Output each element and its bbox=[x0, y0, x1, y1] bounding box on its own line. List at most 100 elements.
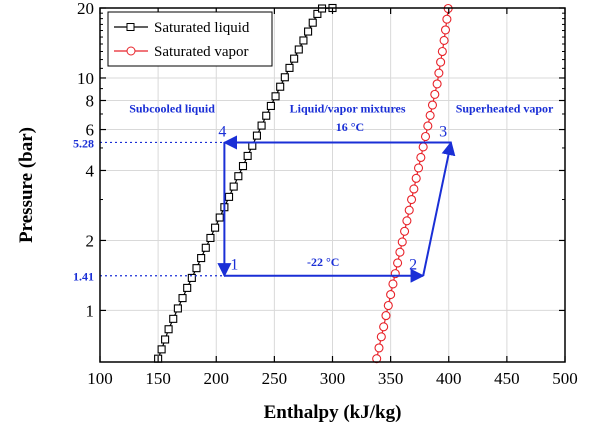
saturated-vapor-marker bbox=[439, 35, 449, 46]
saturated-vapor-marker bbox=[430, 89, 440, 99]
cycle-point-label: 4 bbox=[218, 123, 226, 140]
region-label: Superheated vapor bbox=[456, 102, 554, 116]
grid-lines bbox=[100, 8, 565, 362]
y-tick-label: 10 bbox=[77, 69, 94, 88]
saturated-vapor-marker bbox=[383, 300, 393, 311]
saturated-liquid-marker bbox=[157, 345, 166, 354]
legend-marker-square bbox=[126, 23, 135, 31]
x-tick-label: 200 bbox=[204, 369, 230, 388]
x-tick-label: 150 bbox=[145, 369, 171, 388]
saturated-liquid-marker bbox=[313, 9, 322, 18]
saturated-liquid-marker bbox=[234, 172, 243, 181]
region-label: Subcooled liquid bbox=[129, 102, 215, 116]
saturated-liquid-marker bbox=[266, 101, 275, 110]
saturated-vapor-marker bbox=[437, 46, 447, 57]
saturated-liquid-marker bbox=[243, 151, 252, 160]
saturated-vapor-marker bbox=[393, 258, 403, 268]
chart-annotations: Subcooled liquid Liquid/vapor mixtures Sup… bbox=[129, 102, 554, 116]
saturated-vapor-marker bbox=[427, 100, 438, 110]
saturated-vapor-marker bbox=[406, 194, 417, 205]
legend-marker-circle bbox=[126, 46, 136, 56]
x-tick-label: 250 bbox=[262, 369, 288, 388]
saturated-liquid-marker bbox=[183, 283, 192, 292]
saturated-vapor-marker bbox=[425, 110, 435, 120]
saturated-vapor-marker bbox=[411, 173, 421, 183]
saturated-vapor-marker bbox=[436, 57, 446, 67]
legend-label: Saturated liquid bbox=[154, 20, 250, 36]
temperature-label: -22 °C bbox=[307, 255, 339, 269]
saturated-vapor-marker bbox=[416, 152, 426, 163]
saturated-vapor-marker bbox=[432, 79, 442, 89]
x-tick-label: 350 bbox=[378, 369, 404, 388]
saturated-liquid-marker bbox=[229, 182, 238, 191]
saturated-liquid-marker bbox=[192, 264, 201, 273]
saturated-vapor-marker bbox=[381, 311, 391, 321]
cycle-point-label: 3 bbox=[439, 123, 447, 140]
saturated-liquid-marker bbox=[211, 223, 220, 232]
cycle-point-label: 1 bbox=[230, 257, 238, 274]
saturated-liquid-marker bbox=[161, 335, 170, 344]
y-axis-title: Pressure (bar) bbox=[16, 127, 37, 243]
saturated-liquid-marker bbox=[294, 45, 303, 54]
saturated-vapor-marker bbox=[404, 205, 414, 215]
y-tick-label: 2 bbox=[86, 231, 95, 250]
pressure-label: 5.28 bbox=[73, 136, 94, 150]
saturated-vapor-marker bbox=[418, 142, 428, 152]
y-tick-label: 6 bbox=[86, 121, 95, 140]
saturated-vapor-marker bbox=[409, 184, 419, 194]
legend-box bbox=[107, 11, 273, 67]
saturated-liquid-marker bbox=[280, 73, 289, 82]
y-tick-label: 20 bbox=[77, 0, 94, 18]
pressure-label: 1.41 bbox=[73, 270, 94, 284]
legend: Saturated liquid Saturated vapor bbox=[107, 11, 273, 67]
saturated-liquid-marker bbox=[290, 54, 299, 63]
saturated-vapor-marker bbox=[388, 279, 398, 289]
y-tick-label: 8 bbox=[86, 92, 95, 111]
saturated-vapor-marker bbox=[434, 68, 444, 78]
saturated-liquid-marker bbox=[257, 121, 266, 130]
saturated-liquid-marker bbox=[285, 63, 294, 72]
x-tick-label: 500 bbox=[552, 369, 578, 388]
refrigeration-cycle: 5.28 1.41 1 2 3 4 16 °C -22 °C bbox=[73, 120, 456, 284]
saturated-liquid-marker bbox=[178, 294, 187, 303]
legend-label: Saturated vapor bbox=[154, 44, 249, 60]
saturated-liquid-marker bbox=[173, 304, 182, 313]
saturated-vapor-marker bbox=[397, 237, 407, 247]
saturated-vapor-marker bbox=[395, 247, 405, 257]
x-tick-label: 300 bbox=[320, 369, 346, 388]
saturated-liquid-marker bbox=[308, 18, 317, 27]
saturated-vapor-marker bbox=[386, 290, 396, 300]
y-tick-label: 4 bbox=[86, 161, 95, 180]
saturated-liquid-marker bbox=[299, 36, 308, 45]
saturated-vapor-marker bbox=[423, 121, 433, 131]
y-tick-label: 1 bbox=[86, 301, 95, 320]
saturated-liquid-marker bbox=[201, 243, 210, 252]
saturated-liquid-marker bbox=[262, 111, 271, 120]
saturated-vapor-marker bbox=[442, 14, 452, 24]
x-tick-label: 450 bbox=[494, 369, 520, 388]
temperature-label: 16 °C bbox=[336, 120, 364, 134]
x-tick-label: 400 bbox=[436, 369, 462, 388]
saturated-vapor-marker bbox=[379, 322, 389, 332]
saturated-vapor-marker bbox=[400, 226, 410, 236]
saturated-liquid-marker bbox=[215, 213, 224, 222]
saturated-liquid-marker bbox=[276, 82, 285, 91]
saturated-liquid-marker bbox=[271, 92, 280, 101]
saturated-vapor-marker bbox=[402, 216, 412, 226]
saturated-liquid-marker bbox=[224, 192, 234, 201]
saturated-liquid-marker bbox=[169, 314, 178, 323]
saturated-liquid-marker bbox=[252, 131, 261, 140]
axes: 100 150 200 250 300 350 400 450 500 1 2 4 6 8 10 20 bbox=[77, 0, 578, 388]
series-line-1 bbox=[376, 8, 449, 359]
saturated-liquid-marker bbox=[304, 27, 313, 36]
saturated-vapor-marker bbox=[420, 131, 431, 142]
x-tick-label: 100 bbox=[87, 369, 113, 388]
saturated-liquid-marker bbox=[187, 273, 196, 282]
cycle-segment-2-3 bbox=[422, 141, 456, 276]
saturated-liquid-marker bbox=[197, 254, 206, 263]
cycle-point-label: 2 bbox=[409, 257, 417, 274]
region-label: Liquid/vapor mixtures bbox=[290, 102, 406, 116]
saturated-vapor-marker bbox=[413, 163, 424, 173]
saturated-liquid-marker bbox=[164, 325, 173, 334]
